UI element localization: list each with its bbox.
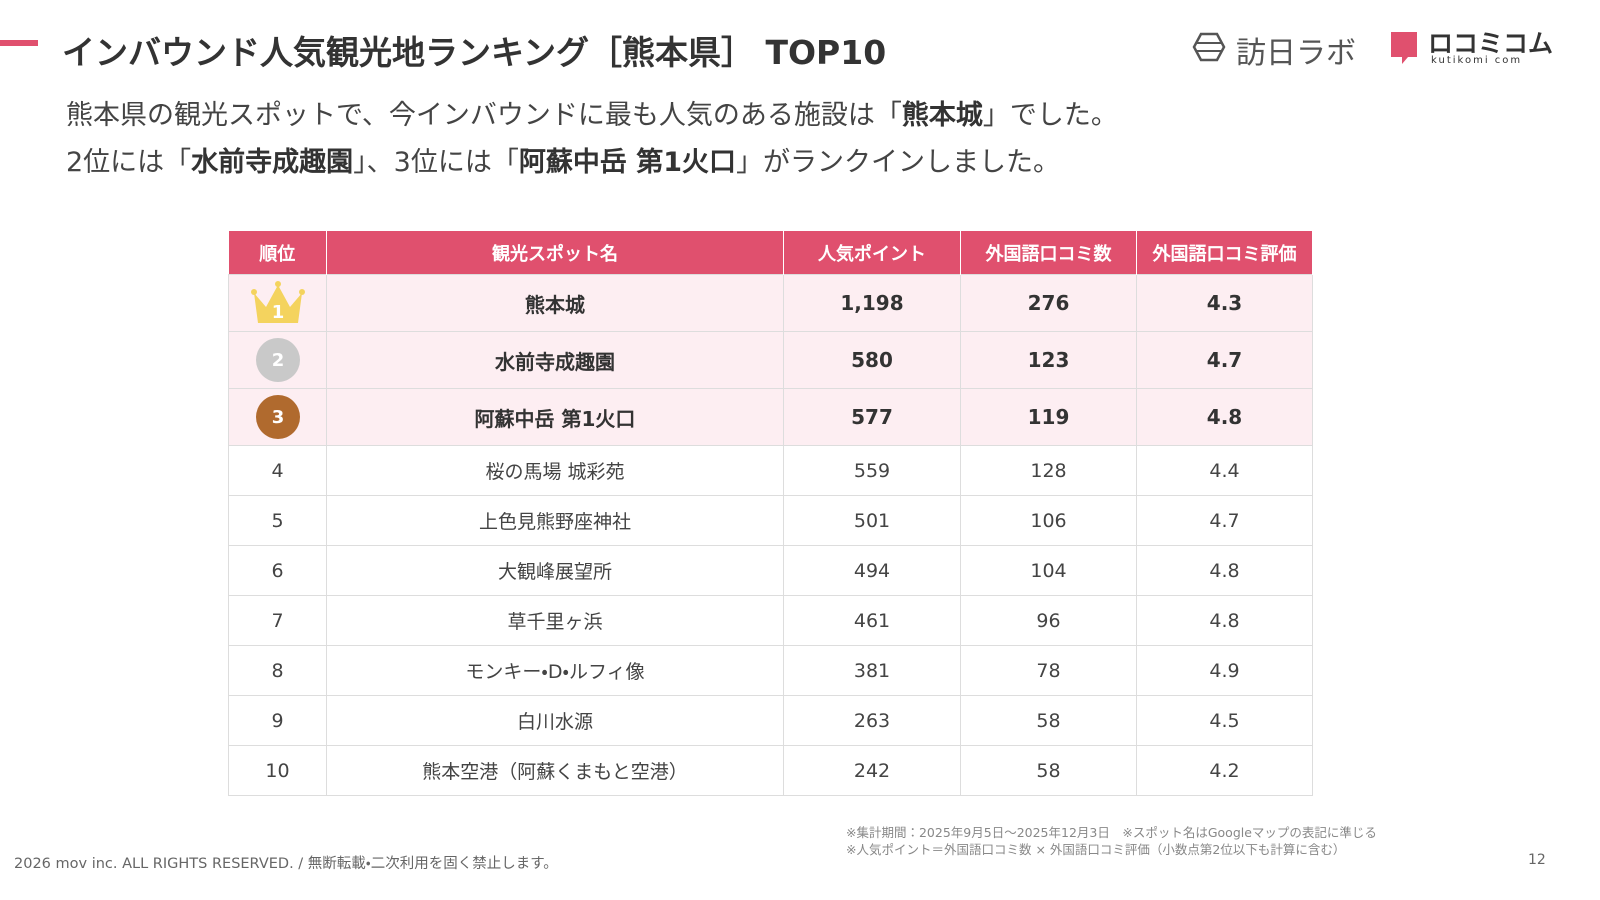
text: 」でした。 <box>982 100 1118 131</box>
rank-cell: 6 <box>228 545 327 596</box>
table-row: 6 大観峰展望所 494 104 4.8 <box>228 545 1313 596</box>
table-row: 8 モンキー・D・ルフィ像 381 78 4.9 <box>228 645 1313 696</box>
subtitle-line: 熊本県の観光スポットで、今インバウンドに最も人気のある施設は「熊本城」でした。 <box>66 92 1118 139</box>
rank-cell: 4 <box>228 445 327 496</box>
rank-badge: 3 <box>255 395 300 439</box>
table-cell: 水前寺成趣園 <box>326 331 784 389</box>
table-cell: 106 <box>960 495 1137 546</box>
highlight: 熊本城 <box>901 100 983 131</box>
table-row: 10 熊本空港（阿蘇くまもと空港） 242 58 4.2 <box>228 745 1313 796</box>
rank-number: 3 <box>271 407 284 428</box>
table-cell: 461 <box>783 595 961 646</box>
rank-cell: 9 <box>228 695 327 746</box>
rank-cell: 10 <box>228 745 327 796</box>
table-cell: 阿蘇中岳 第1火口 <box>326 388 784 446</box>
table-cell: 熊本城 <box>326 274 784 332</box>
table-cell: 580 <box>783 331 961 389</box>
rank-cell: 7 <box>228 595 327 646</box>
table-cell: 128 <box>960 445 1137 496</box>
table-cell: 263 <box>783 695 961 746</box>
rank-cell: 8 <box>228 645 327 696</box>
footnote: ※集計期間：2025年9月5日〜2025年12月3日 ※スポット名はGoogle… <box>846 825 1377 840</box>
rank-cell: 3 <box>228 388 327 446</box>
rank-badge: 1 <box>250 281 305 323</box>
table-cell: 276 <box>960 274 1137 332</box>
table-cell: 熊本空港（阿蘇くまもと空港） <box>326 745 784 796</box>
rank-cell: 2 <box>228 331 327 389</box>
rank-cell: 1 <box>228 274 327 332</box>
column-header: 外国語口コミ評価 <box>1136 231 1313 275</box>
table-cell: 577 <box>783 388 961 446</box>
table-cell: 58 <box>960 745 1137 796</box>
copyright: 2026 mov inc. ALL RIGHTS RESERVED. / 無断転… <box>14 856 558 872</box>
table-row: 4 桜の馬場 城彩苑 559 128 4.4 <box>228 445 1313 496</box>
table-cell: 501 <box>783 495 961 546</box>
text: 」、3位には「 <box>353 147 519 178</box>
table-cell: 4.8 <box>1136 595 1313 646</box>
table-cell: 4.8 <box>1136 388 1313 446</box>
rank-number: 1 <box>271 302 284 323</box>
table-cell: 123 <box>960 331 1137 389</box>
footnote: ※人気ポイント＝外国語口コミ数 × 外国語口コミ評価（小数点第2位以下も計算に含… <box>846 842 1346 857</box>
logo-text: 訪日ラボ <box>1236 36 1356 71</box>
highlight: 阿蘇中岳 第1火口 <box>518 147 737 178</box>
subtitle-line: 2位には「水前寺成趣園」、3位には「阿蘇中岳 第1火口」がランクインしました。 <box>66 139 1118 186</box>
table-cell: 4.2 <box>1136 745 1313 796</box>
column-header: 観光スポット名 <box>326 231 784 275</box>
title: インバウンド人気観光地ランキング［熊本県］ TOP10 <box>62 33 887 72</box>
column-header: 順位 <box>228 231 327 275</box>
logo-subtext: kutikomi com <box>1431 55 1523 66</box>
table-cell: 上色見熊野座神社 <box>326 495 784 546</box>
column-header: 人気ポイント <box>783 231 961 275</box>
logo-text: ロコミコム <box>1428 29 1554 58</box>
highlight: 水前寺成趣園 <box>191 147 354 178</box>
page-number: 12 <box>1528 852 1546 868</box>
logo-icon <box>1192 32 1226 62</box>
table-cell: 58 <box>960 695 1137 746</box>
text: 2位には「 <box>66 147 192 178</box>
text: 」がランクインしました。 <box>736 147 1061 178</box>
table-cell: 桜の馬場 城彩苑 <box>326 445 784 496</box>
column-header: 外国語口コミ数 <box>960 231 1137 275</box>
rank-cell: 5 <box>228 495 327 546</box>
logo-icon <box>1391 32 1417 64</box>
table-cell: 242 <box>783 745 961 796</box>
table-cell: 119 <box>960 388 1137 446</box>
table-cell: 559 <box>783 445 961 496</box>
table-cell: 4.7 <box>1136 495 1313 546</box>
table-row: 9 白川水源 263 58 4.5 <box>228 695 1313 746</box>
table-cell: 白川水源 <box>326 695 784 746</box>
table-cell: 494 <box>783 545 961 596</box>
table-cell: 104 <box>960 545 1137 596</box>
table-cell: 4.5 <box>1136 695 1313 746</box>
table-row: 7 草千里ヶ浜 461 96 4.8 <box>228 595 1313 646</box>
table-row: 3 阿蘇中岳 第1火口 577 119 4.8 <box>228 388 1313 446</box>
footnotes: ※集計期間：2025年9月5日〜2025年12月3日 ※スポット名はGoogle… <box>846 824 1377 858</box>
accent-bar <box>0 40 38 46</box>
table-cell: 96 <box>960 595 1137 646</box>
table-cell: 1,198 <box>783 274 961 332</box>
table-row: 2 水前寺成趣園 580 123 4.7 <box>228 331 1313 389</box>
table-row: 1 熊本城 1,198 276 4.3 <box>228 274 1313 332</box>
rank-badge: 2 <box>255 338 300 382</box>
table-cell: 4.4 <box>1136 445 1313 496</box>
rank-number: 2 <box>271 350 284 371</box>
table-cell: 4.9 <box>1136 645 1313 696</box>
table-row: 5 上色見熊野座神社 501 106 4.7 <box>228 495 1313 546</box>
table-cell: 4.3 <box>1136 274 1313 332</box>
ranking-table: 順位 観光スポット名 人気ポイント 外国語口コミ数 外国語口コミ評価 1 熊本城 1,198 2… <box>228 231 1313 796</box>
table-cell: 草千里ヶ浜 <box>326 595 784 646</box>
table-cell: 大観峰展望所 <box>326 545 784 596</box>
table-cell: モンキー・D・ルフィ像 <box>326 645 784 696</box>
table-cell: 78 <box>960 645 1137 696</box>
table-cell: 4.8 <box>1136 545 1313 596</box>
table-cell: 4.7 <box>1136 331 1313 389</box>
table-cell: 381 <box>783 645 961 696</box>
text: 熊本県の観光スポットで、今インバウンドに最も人気のある施設は「 <box>66 100 902 131</box>
subtitle: 熊本県の観光スポットで、今インバウンドに最も人気のある施設は「熊本城」でした。 2… <box>66 92 1118 186</box>
